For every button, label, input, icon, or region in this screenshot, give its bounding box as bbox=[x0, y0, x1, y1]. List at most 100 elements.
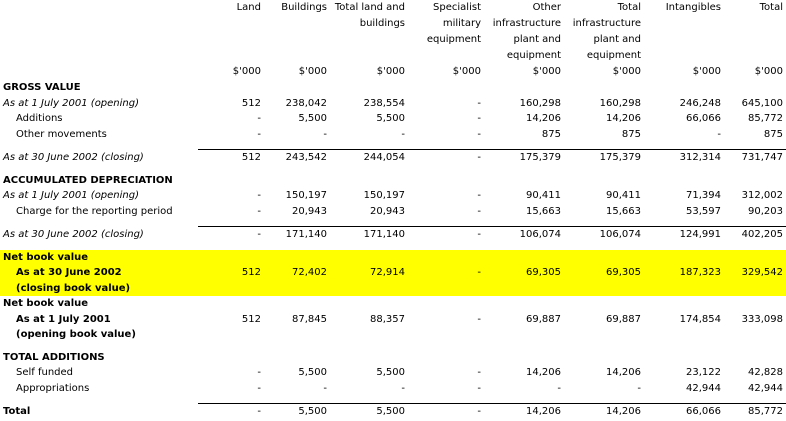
net-book-value-opening-label: Net book value As at 1 July 2001 (openin… bbox=[0, 296, 198, 343]
value-cell: 87,845 bbox=[292, 313, 327, 325]
value-cell: 312,002 bbox=[741, 190, 783, 201]
nbv-note: (closing book value) bbox=[16, 282, 131, 294]
value-cell: - bbox=[401, 382, 405, 394]
value-cell: 402,205 bbox=[724, 226, 786, 243]
spacer-row bbox=[0, 219, 786, 227]
section-heading-accumulated-depreciation: ACCUMULATED DEPRECIATION bbox=[3, 174, 173, 186]
value-cell: 71,394 bbox=[686, 190, 721, 201]
value-cell: - bbox=[408, 403, 484, 420]
unit-label: $'000 bbox=[692, 66, 721, 77]
table-row: Additions - 5,500 5,500 - 14,206 14,206 66,066… bbox=[0, 111, 786, 127]
unit-row: $'000 $'000 $'000 $'000 $'000 $'000 $'00… bbox=[0, 64, 786, 80]
value-cell: - bbox=[257, 113, 261, 124]
row-label: Total bbox=[3, 406, 31, 417]
value-cell: - bbox=[637, 382, 641, 394]
value-cell: 175,379 bbox=[564, 149, 644, 166]
value-cell: 23,122 bbox=[686, 367, 721, 378]
table-row: Self funded - 5,500 5,500 - 14,206 14,206 23,1… bbox=[0, 365, 786, 381]
table-row: Other movements - - - - 875 875 - 875 bbox=[0, 127, 786, 143]
value-cell: 244,054 bbox=[330, 149, 408, 166]
column-header-specialist-military: Specialist military equipment bbox=[426, 2, 481, 45]
value-cell: 238,042 bbox=[285, 97, 327, 109]
column-header-intangibles: Intangibles bbox=[665, 2, 721, 13]
value-cell: - bbox=[198, 403, 264, 420]
value-cell: 14,206 bbox=[526, 367, 561, 378]
table-row: As at 30 June 2002 (closing) -171,140 171… bbox=[0, 226, 786, 243]
value-cell: 512 bbox=[198, 249, 264, 296]
nbv-date: As at 30 June 2002 bbox=[16, 267, 122, 278]
value-cell: 14,206 bbox=[526, 113, 561, 124]
row-label: Other movements bbox=[16, 128, 107, 140]
value-cell: 329,542 bbox=[724, 249, 786, 296]
section-heading-total-additions: TOTAL ADDITIONS bbox=[3, 351, 105, 363]
value-cell: - bbox=[257, 205, 261, 217]
value-cell: - bbox=[401, 128, 405, 140]
value-cell: 15,663 bbox=[606, 205, 641, 217]
row-label: Appropriations bbox=[16, 382, 90, 394]
spacer-row bbox=[0, 243, 786, 250]
value-cell: 88,357 bbox=[370, 313, 405, 325]
nbv-note: (opening book value) bbox=[16, 329, 136, 340]
value-cell: 171,140 bbox=[330, 226, 408, 243]
value-cell: 72,914 bbox=[330, 249, 408, 296]
value-cell: 512 bbox=[198, 149, 264, 166]
column-header-total-infrastructure: Total infrastructure plant and equipment bbox=[572, 2, 641, 61]
table-row: Appropriations - - - - - - 42,944 42,944 bbox=[0, 381, 786, 397]
value-cell: 5,500 bbox=[376, 367, 405, 378]
row-label: As at 1 July 2001 (opening) bbox=[3, 97, 140, 109]
value-cell: - bbox=[477, 113, 481, 124]
nbv-title: Net book value bbox=[3, 251, 89, 263]
net-book-value-opening-row: Net book value As at 1 July 2001 (openin… bbox=[0, 296, 786, 343]
value-cell: 124,991 bbox=[644, 226, 724, 243]
value-cell: 14,206 bbox=[606, 113, 641, 124]
value-cell: - bbox=[257, 128, 261, 140]
nbv-date: As at 1 July 2001 bbox=[16, 313, 111, 325]
value-cell: 85,772 bbox=[724, 403, 786, 420]
value-cell: 90,411 bbox=[526, 190, 561, 201]
value-cell: - bbox=[257, 367, 261, 378]
spacer-row bbox=[0, 343, 786, 350]
value-cell: 14,206 bbox=[606, 367, 641, 378]
value-cell: 246,248 bbox=[679, 97, 721, 109]
value-cell: 171,140 bbox=[264, 226, 330, 243]
table-row: As at 30 June 2002 (closing) 512 243,542 2… bbox=[0, 149, 786, 166]
column-header-other-infrastructure: Other infrastructure plant and equipment bbox=[492, 2, 561, 61]
value-cell: - bbox=[477, 367, 481, 378]
value-cell: 150,197 bbox=[285, 190, 327, 201]
row-label: As at 30 June 2002 (closing) bbox=[3, 229, 144, 240]
value-cell: 333,098 bbox=[741, 313, 783, 325]
value-cell: 106,074 bbox=[484, 226, 564, 243]
value-cell: 53,597 bbox=[686, 205, 721, 217]
value-cell: 512 bbox=[241, 313, 261, 325]
column-header-row: Land Buildings Total land and buildings … bbox=[0, 0, 786, 64]
value-cell: 90,411 bbox=[606, 190, 641, 201]
value-cell: - bbox=[477, 205, 481, 217]
unit-label: $'000 bbox=[532, 66, 561, 77]
value-cell: 85,772 bbox=[748, 113, 783, 124]
value-cell: 5,500 bbox=[298, 113, 327, 124]
net-book-value-closing-row: Net book value As at 30 June 2002 (closi… bbox=[0, 249, 786, 296]
value-cell: 160,298 bbox=[519, 97, 561, 109]
unit-label: $'000 bbox=[376, 66, 405, 77]
value-cell: 175,379 bbox=[484, 149, 564, 166]
row-label: Self funded bbox=[16, 367, 74, 378]
value-cell: 69,305 bbox=[484, 249, 564, 296]
value-cell: - bbox=[477, 190, 481, 201]
value-cell: - bbox=[257, 382, 261, 394]
value-cell: 20,943 bbox=[370, 205, 405, 217]
value-cell: 42,944 bbox=[686, 382, 721, 394]
unit-label: $'000 bbox=[452, 66, 481, 77]
value-cell: - bbox=[323, 128, 327, 140]
spacer-row bbox=[0, 166, 786, 173]
value-cell: 5,500 bbox=[330, 403, 408, 420]
value-cell: - bbox=[477, 128, 481, 140]
value-cell: 14,206 bbox=[564, 403, 644, 420]
spacer-row bbox=[0, 142, 786, 150]
value-cell: 187,323 bbox=[644, 249, 724, 296]
value-cell: 238,554 bbox=[363, 97, 405, 109]
value-cell: 106,074 bbox=[564, 226, 644, 243]
value-cell: - bbox=[198, 226, 264, 243]
value-cell: 875 bbox=[763, 128, 783, 140]
section-heading-row: GROSS VALUE bbox=[0, 80, 786, 96]
